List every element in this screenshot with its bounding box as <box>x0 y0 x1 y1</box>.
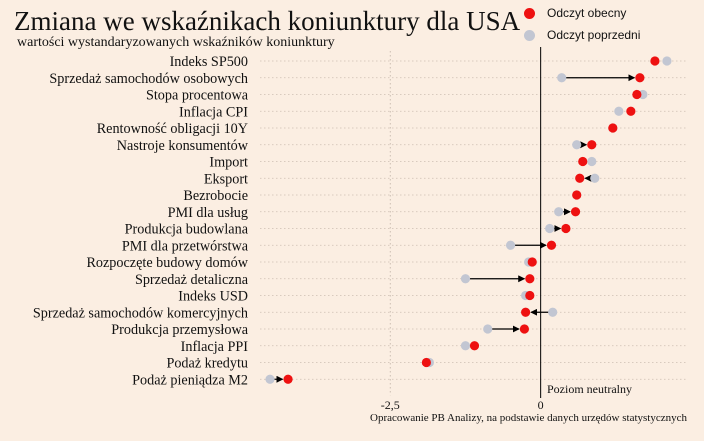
previous-reading-dot <box>545 223 555 234</box>
previous-reading-dot <box>572 140 582 150</box>
category-label: Sprzedaż samochodów osobowych <box>49 71 248 87</box>
previous-reading-dot <box>587 156 597 167</box>
category-label: Sprzedaż samochodów komercyjnych <box>33 305 248 321</box>
category-label: Rentowność obligacji 10Y <box>97 121 248 137</box>
current-reading-dot <box>561 223 571 234</box>
previous-reading-dot <box>662 56 672 66</box>
legend-previous-label: Odczyt poprzedni <box>547 28 641 42</box>
previous-reading-dot <box>460 341 471 351</box>
category-label: Produkcja budowlana <box>125 222 249 238</box>
legend: Odczyt obecny Odczyt poprzedni <box>524 2 640 46</box>
category-label: Sprzedaż detaliczna <box>135 272 249 288</box>
previous-reading-dot <box>548 307 558 317</box>
previous-reading-dot <box>554 207 564 217</box>
neutral-level-label: Poziom neutralny <box>547 382 632 396</box>
current-reading-dot <box>519 324 530 334</box>
current-reading-dot <box>421 357 431 368</box>
category-label: Indeks SP500 <box>170 54 248 70</box>
category-label: Inflacja CPI <box>179 104 248 120</box>
current-reading-dot <box>525 290 535 301</box>
category-label: Indeks USD <box>178 289 248 305</box>
current-reading-dot <box>527 257 537 267</box>
previous-reading-dot <box>505 240 516 250</box>
category-label: Podaż pieniądza M2 <box>132 372 248 388</box>
current-reading-dot <box>608 123 618 133</box>
current-reading-dot <box>575 173 585 183</box>
category-label: Import <box>209 155 248 171</box>
legend-previous-marker <box>524 29 535 41</box>
previous-reading-dot <box>614 106 624 116</box>
dot-layer <box>265 56 672 384</box>
legend-item-current: Odczyt obecny <box>524 2 640 24</box>
x-tick-label: -2,5 <box>381 398 400 412</box>
chart-title: Zmiana we wskaźnikach koniunktury dla US… <box>14 6 521 36</box>
tick-label-layer: -2,5 0 <box>381 398 544 412</box>
current-reading-dot <box>650 56 660 66</box>
current-reading-dot <box>578 156 588 167</box>
current-reading-dot <box>469 341 480 351</box>
previous-reading-dot <box>590 173 600 183</box>
current-reading-dot <box>283 374 293 384</box>
category-label: PMI dla przetwórstwa <box>122 238 249 254</box>
legend-current-marker <box>524 7 535 19</box>
source-note: Opracowanie PB Analizy, na podstawie dan… <box>370 412 687 424</box>
current-reading-dot <box>632 89 642 100</box>
current-reading-dot <box>572 190 582 200</box>
category-label: Eksport <box>204 171 248 187</box>
current-reading-dot <box>635 73 645 83</box>
category-label: Bezrobocie <box>183 188 248 204</box>
current-reading-dot <box>525 274 535 284</box>
category-label: Nastroje konsumentów <box>117 138 249 154</box>
category-label: PMI dla usług <box>168 205 248 221</box>
category-label: Inflacja PPI <box>181 339 249 355</box>
x-tick-label: 0 <box>538 398 544 412</box>
current-reading-dot <box>587 140 597 150</box>
category-label: Produkcja przemysłowa <box>111 322 248 338</box>
current-reading-dot <box>570 207 581 217</box>
previous-reading-dot <box>557 73 567 83</box>
category-label: Stopa procentowa <box>146 88 249 104</box>
previous-reading-dot <box>483 324 493 334</box>
category-label: Rozpoczęte budowy domów <box>86 255 248 271</box>
current-reading-dot <box>546 240 557 250</box>
legend-current-label: Odczyt obecny <box>547 6 627 20</box>
chart-subtitle: wartości wystandaryzowanych wskaźników k… <box>17 35 335 50</box>
previous-reading-dot <box>265 374 275 384</box>
current-reading-dot <box>626 106 636 116</box>
category-label: Podaż kredytu <box>166 356 248 372</box>
legend-item-previous: Odczyt poprzedni <box>524 24 640 46</box>
current-reading-dot <box>521 307 531 317</box>
previous-reading-dot <box>460 274 471 284</box>
